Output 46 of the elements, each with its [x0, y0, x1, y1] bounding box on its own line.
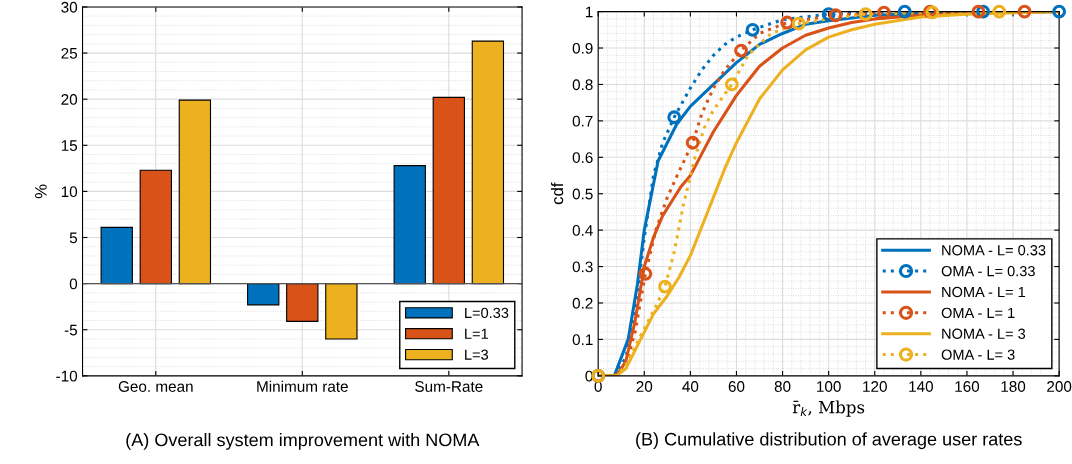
x-tick-label: Sum-Rate: [415, 381, 483, 392]
y-tick-label: 15: [61, 140, 78, 151]
y-tick-label: 0.6: [572, 152, 593, 163]
y-axis-title: %: [35, 184, 47, 199]
x-tick-label: 100: [817, 381, 841, 392]
x-tick-label: Geo. mean: [118, 381, 193, 392]
x-tick-label: 180: [1001, 381, 1026, 392]
y-tick-label: 0.9: [572, 42, 593, 54]
legend-label: NOMA - L= 0.33: [942, 245, 1046, 256]
y-tick-label: 10: [61, 186, 78, 198]
legend-label: OMA - L= 1: [941, 307, 1015, 319]
x-axis-title: r̄$_{k}$, Mbps: [792, 400, 865, 417]
x-tick-label: 140: [909, 381, 933, 392]
y-tick-label: 25: [61, 47, 78, 59]
y-tick-label: 0.4: [572, 225, 593, 236]
y-tick-label: -5: [64, 324, 78, 336]
x-tick-label: 200: [1047, 381, 1072, 392]
y-tick-label: 30: [61, 1, 78, 13]
legend-label: L=0.33: [465, 307, 509, 319]
y-tick-label: 0: [69, 278, 78, 290]
y-tick-label: 0.3: [572, 261, 593, 273]
y-tick-label: 0.5: [572, 188, 593, 200]
text: (A) Overall system improvement with NOMA: [126, 433, 480, 450]
x-tick-label: 80: [774, 381, 791, 392]
legend-label: L=1: [465, 328, 488, 339]
text: (B) Cumulative distribution of average user rates: [636, 432, 1022, 450]
x-tick-label: Minimum rate: [257, 380, 348, 392]
legend-label: OMA - L= 0.33: [941, 265, 1035, 277]
y-tick-label: -10: [56, 370, 78, 382]
y-axis-title: cdf: [550, 182, 564, 205]
x-tick-label: 40: [682, 381, 699, 392]
y-tick-label: 5: [69, 232, 78, 244]
y-tick-label: 0.1: [572, 334, 593, 346]
y-tick-label: 20: [61, 94, 78, 105]
x-tick-label: 160: [955, 381, 980, 392]
x-tick-label: 20: [636, 381, 653, 392]
legend-label: L=3: [465, 349, 489, 360]
legend-label: NOMA - L= 1: [942, 286, 1026, 298]
y-tick-label: 1: [585, 6, 593, 18]
y-tick-label: 0.7: [572, 115, 593, 127]
legend-label: OMA - L= 3: [941, 349, 1015, 360]
legend-label: NOMA - L= 3: [942, 328, 1026, 339]
y-tick-label: 0.8: [572, 79, 593, 91]
y-tick-label: 0.2: [572, 297, 593, 309]
x-tick-label: 120: [863, 381, 887, 392]
x-tick-label: 60: [728, 381, 745, 392]
